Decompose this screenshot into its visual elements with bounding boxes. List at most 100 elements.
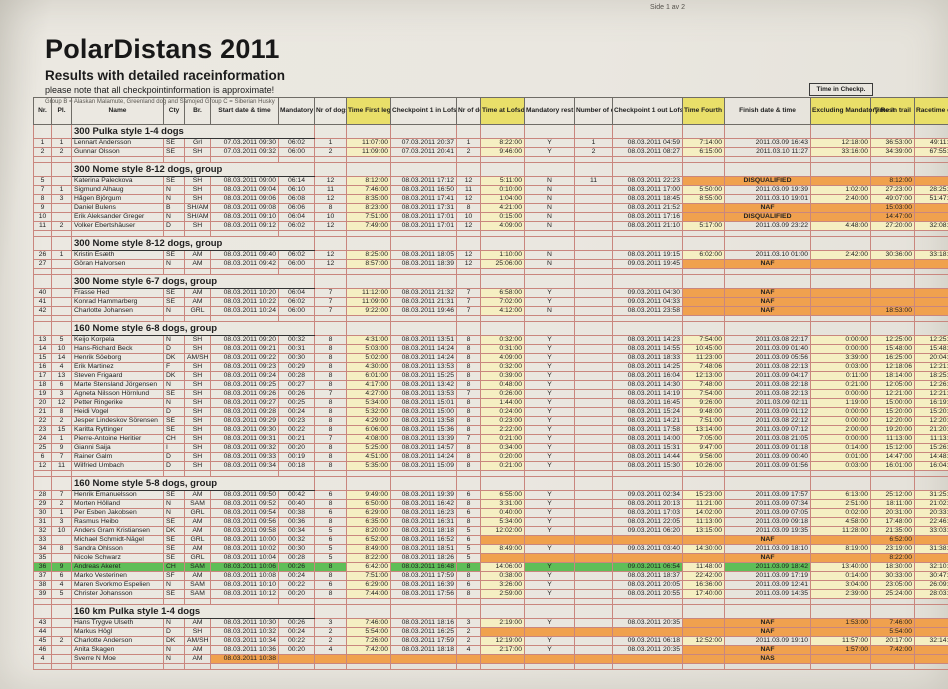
cell-mand_rest_here: Y	[524, 580, 575, 590]
cell-start: 08.03.2011 09:25	[210, 380, 279, 390]
cell-finish: 2011.03.09 09:18	[724, 517, 811, 527]
cell-dogs_out	[314, 654, 347, 664]
cell-time_in_trail	[870, 259, 915, 269]
cell-checkpoint1_out: 08.03.2011 14:30	[612, 380, 683, 390]
cell-dogs_in: 8	[456, 517, 481, 527]
cell-finish: 2011.03.09 05:56	[724, 353, 811, 363]
cell-cty: SE	[163, 147, 185, 157]
cell-excl_mand_rest: 4:58:00	[810, 517, 871, 527]
cell-racetime: 12:26:00	[914, 380, 948, 390]
cell-time_in_trail: 25:24:00	[870, 589, 915, 599]
cell-mand_rest_here: Y	[524, 380, 575, 390]
cell-number_dog_out: 2	[574, 147, 613, 157]
cell-mand_rest	[278, 654, 315, 664]
cell-checkpoint1_out	[612, 654, 683, 664]
cell-finish: 2011.03.09 18:10	[724, 544, 811, 554]
cell-finish: 2011.03.09 19:39	[724, 185, 811, 195]
cell-br: AM/SH	[184, 353, 211, 363]
cell-racetime	[914, 212, 948, 222]
cell-br: AM	[184, 250, 211, 260]
cell-name: Per Esben Jakobsen	[71, 508, 164, 518]
cell-name: Karitta Ryttinger	[71, 425, 164, 435]
cell-number_dog_out	[574, 259, 613, 269]
cell-time_in_trail: 23:19:00	[870, 544, 915, 554]
cell-checkpoint1_in: 08.03.2011 21:32	[390, 288, 457, 298]
cell-time_fourth_leg: 22:42:00	[682, 571, 725, 581]
cell-number_dog_out	[574, 553, 613, 563]
cell-start: 08.03.2011 10:20	[210, 288, 279, 298]
cell-time_first_leg: 9:49:00	[346, 490, 391, 500]
cell-mand_rest: 00:32	[278, 335, 315, 345]
cell-time_in_trail: 36:53:00	[870, 138, 915, 148]
cell-excl_mand_rest: 0:03:00	[810, 362, 871, 372]
cell-nr: 2	[33, 147, 52, 157]
cell-time_fourth_leg	[682, 288, 725, 298]
cell-name: Henrik Emanuelsson	[71, 490, 164, 500]
cell-mand_rest: 06:04	[278, 288, 315, 298]
cell-dogs_out: 8	[314, 452, 347, 462]
cell-br: SH	[184, 362, 211, 372]
cell-name: Pierre-Antoine Heritier	[71, 434, 164, 444]
cell-time_first_leg: 8:23:00	[346, 203, 391, 213]
cell-start: 08.03.2011 09:26	[210, 389, 279, 399]
cell-dogs_in: 3	[456, 618, 481, 628]
cell-pl: 10	[51, 344, 72, 354]
cell-number_dog_out	[574, 407, 613, 417]
cell-cty: I	[163, 443, 185, 453]
cell-cty: D	[163, 627, 185, 637]
column-header-nr: Nr.	[33, 97, 52, 125]
cell-pl: 3	[51, 517, 72, 527]
column-header-br: Br.	[184, 97, 211, 125]
cell-br: AM	[184, 517, 211, 527]
cell-mand_rest: 00:22	[278, 636, 315, 646]
cell-mand_rest_here: Y	[524, 138, 575, 148]
result-row: 1 1 Lennart Andersson SE Grl 07.03.2011 09:30…	[33, 138, 948, 148]
cell-start: 08.03.2011 09:28	[210, 407, 279, 417]
cell-time_at_lofsdalen: 0:32:00	[480, 362, 525, 372]
cell-start: 08.03.2011 09:06	[210, 194, 279, 204]
cell-finish: NAF	[724, 259, 811, 269]
cell-time_fourth_leg	[682, 535, 725, 545]
cell-excl_mand_rest: 2:42:00	[810, 250, 871, 260]
cell-time_fourth_leg: 13:14:00	[682, 425, 725, 435]
cell-time_fourth_leg: 11:48:00	[682, 562, 725, 572]
cell-time_in_trail: 15:00:00	[870, 398, 915, 408]
cell-finish: 2011.03.08 22:13	[724, 362, 811, 372]
cell-br: AM	[184, 526, 211, 536]
cell-excl_mand_rest: 33:16:00	[810, 147, 871, 157]
cell-dogs_in: 12	[456, 176, 481, 186]
cell-mand_rest_here: Y	[524, 434, 575, 444]
cell-checkpoint1_out: 08.03.2011 18:45	[612, 194, 683, 204]
cell-dogs_out: 7	[314, 306, 347, 316]
cell-nr: 22	[33, 416, 52, 426]
cell-number_dog_out	[574, 580, 613, 590]
cell-time_in_trail: 27:20:00	[870, 221, 915, 231]
cell-mand_rest_here: Y	[524, 490, 575, 500]
cell-dogs_out: 8	[314, 398, 347, 408]
cell-dogs_out: 8	[314, 425, 347, 435]
cell-mand_rest: 00:20	[278, 645, 315, 655]
result-row: 8 3 Hågen Björgum N SH 08.03.2011 09:06 06:08 1…	[33, 194, 948, 204]
cell-time_first_leg	[346, 654, 391, 664]
cell-finish: NAF	[724, 288, 811, 298]
result-row: 27 Göran Halvorsen N AM 08.03.2011 09:42 06:0…	[33, 259, 948, 269]
cell-mand_rest: 00:20	[278, 443, 315, 453]
cell-finish: 2011.03.09 00:40	[724, 452, 811, 462]
cell-br: AM	[184, 645, 211, 655]
cell-pl: 1	[51, 185, 72, 195]
result-row: 4 Sverre N Moe N AM 08.03.2011 10:38 NAS	[33, 654, 948, 664]
cell-start: 08.03.2011 09:33	[210, 452, 279, 462]
cell-start: 08.03.2011 09:31	[210, 434, 279, 444]
section-header-row: 160 Nome style 6-8 dogs, group	[33, 321, 948, 336]
cell-checkpoint1_in: 08.03.2011 16:31	[390, 517, 457, 527]
cell-dogs_out: 5	[314, 544, 347, 554]
cell-cty: SE	[163, 544, 185, 554]
result-row: 44 Markus Högl D SH 08.03.2011 10:32 00:24 2 5:…	[33, 627, 948, 637]
cell-time_first_leg: 8:25:00	[346, 250, 391, 260]
cell-checkpoint1_in: 08.03.2011 19:46	[390, 306, 457, 316]
result-row: 24 1 Pierre-Antoine Heritier CH SH 08.03.2011…	[33, 434, 948, 444]
cell-checkpoint1_out: 08.03.2011 21:10	[612, 221, 683, 231]
cell-time_fourth_leg: 17:40:00	[682, 589, 725, 599]
cell-number_dog_out	[574, 654, 613, 664]
cell-mand_rest_here: Y	[524, 544, 575, 554]
